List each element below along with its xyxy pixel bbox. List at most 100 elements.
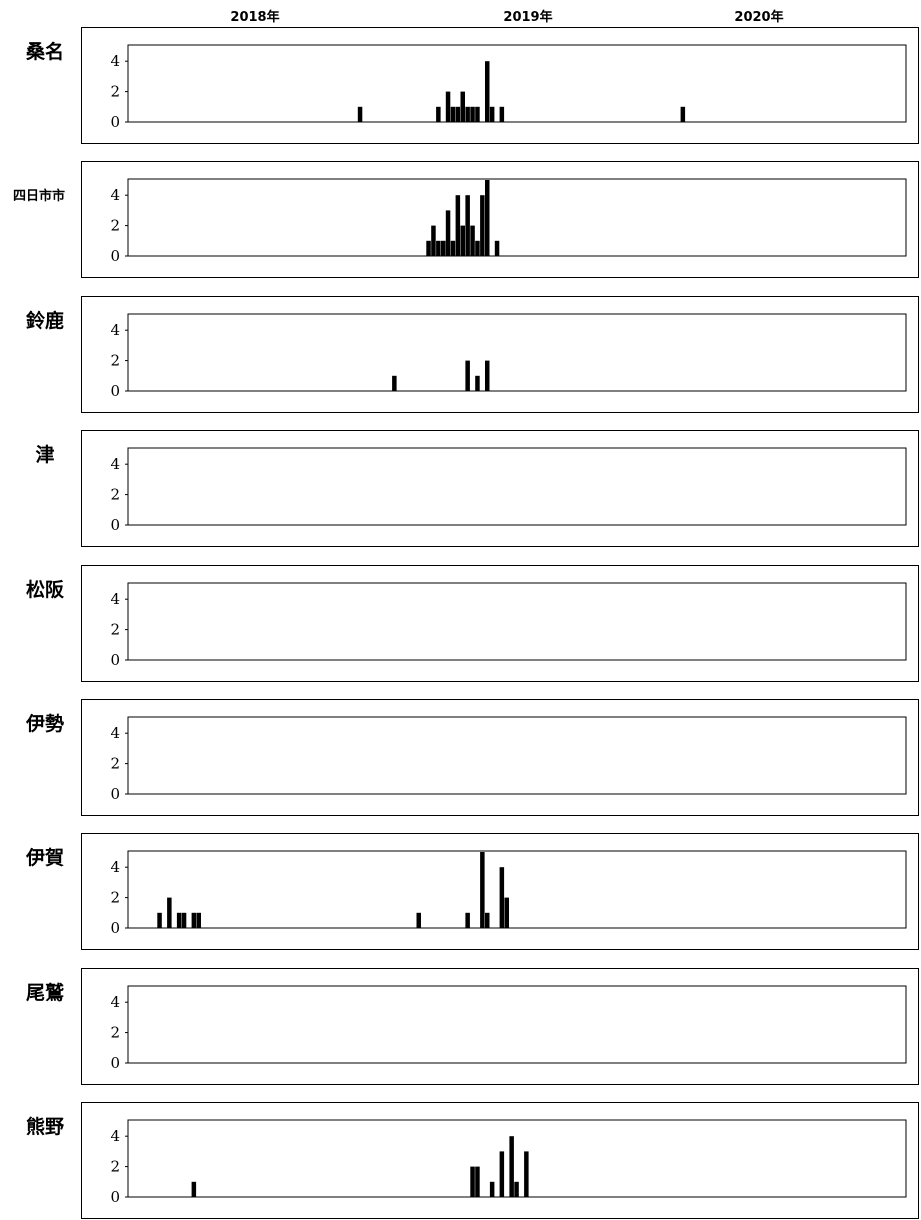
y-tick-label: 2	[110, 486, 120, 504]
bar	[485, 912, 490, 928]
region-panel: 0 2 4	[81, 296, 919, 413]
region-label: 鈴鹿	[25, 310, 64, 332]
y-tick-label: 0	[110, 113, 120, 131]
bar	[485, 61, 490, 122]
bar-plot: 0 2 4	[110, 1119, 907, 1206]
bar	[431, 225, 436, 256]
bar-plot: 0 2 4	[110, 716, 907, 803]
bar	[460, 91, 465, 122]
region-panel: 0 2 4	[81, 161, 919, 278]
bar	[480, 195, 485, 256]
plot-frame	[127, 850, 907, 929]
region-panel: 0 2 4	[81, 27, 919, 144]
bar	[480, 852, 485, 928]
bar	[470, 1166, 475, 1197]
y-tick-label: 2	[110, 621, 120, 639]
y-tick-label: 4	[110, 186, 120, 204]
plot-frame	[127, 447, 907, 526]
plot-frame	[127, 582, 907, 661]
bar	[504, 897, 509, 928]
region-label: 熊野	[25, 1116, 64, 1138]
region-label: 津	[35, 444, 55, 466]
region-panel: 0 2 4	[81, 968, 919, 1085]
bar	[445, 210, 451, 256]
year-label: 2020年	[734, 10, 784, 25]
bar-plot: 0 2 4	[110, 582, 907, 669]
bar	[455, 195, 461, 256]
bar-plot: 0 2 4	[110, 447, 907, 534]
y-tick-label: 2	[110, 1158, 120, 1176]
region-panel: 0 2 4	[81, 699, 919, 816]
bar	[465, 360, 470, 391]
bar-plot: 0 2 4	[110, 178, 907, 265]
bar	[489, 1181, 495, 1197]
region-panel: 0 2 4	[81, 430, 919, 547]
region-label: 伊勢	[25, 713, 64, 735]
y-tick-label: 2	[110, 755, 120, 773]
y-tick-label: 4	[110, 993, 120, 1011]
bar-plot: 0 2 4	[110, 850, 907, 937]
bar	[191, 912, 197, 928]
bar	[499, 1151, 505, 1197]
bar	[196, 912, 201, 928]
y-tick-label: 0	[110, 382, 120, 400]
y-tick-label: 2	[110, 352, 120, 370]
bar	[499, 106, 505, 122]
region-label: 尾鷲	[25, 982, 64, 1004]
region-panel: 0 2 4	[81, 565, 919, 682]
y-tick-label: 4	[110, 321, 120, 339]
y-tick-label: 4	[110, 455, 120, 473]
y-tick-label: 4	[110, 590, 120, 608]
bar	[181, 912, 187, 928]
bar	[509, 1136, 514, 1197]
bar	[450, 106, 456, 122]
y-tick-label: 0	[110, 1054, 120, 1072]
y-tick-label: 0	[110, 919, 120, 937]
bar	[357, 106, 363, 122]
bar	[475, 1166, 480, 1197]
bar	[475, 106, 480, 122]
bar-plot: 0 2 4	[110, 44, 907, 131]
plot-frame	[127, 178, 907, 257]
y-tick-label: 4	[110, 724, 120, 742]
bar	[475, 375, 480, 391]
bar	[157, 912, 162, 928]
y-tick-label: 4	[110, 52, 120, 70]
bar	[485, 360, 490, 391]
region-label: 松阪	[25, 579, 64, 601]
bar	[475, 240, 480, 256]
bar	[450, 240, 456, 256]
bar	[191, 1181, 197, 1197]
bar	[176, 912, 182, 928]
bar	[441, 240, 446, 256]
y-tick-label: 0	[110, 1188, 120, 1206]
y-tick-label: 4	[110, 858, 120, 876]
region-label: 四日市市	[12, 189, 65, 204]
bar	[167, 897, 172, 928]
bar	[485, 180, 490, 256]
bar	[436, 240, 441, 256]
bar	[465, 912, 470, 928]
bar	[489, 106, 495, 122]
bar	[465, 195, 470, 256]
bar	[470, 106, 475, 122]
y-tick-label: 0	[110, 785, 120, 803]
bar	[494, 240, 500, 256]
y-tick-label: 0	[110, 651, 120, 669]
bar	[416, 912, 421, 928]
bar	[499, 867, 505, 928]
y-tick-label: 2	[110, 1024, 120, 1042]
y-tick-label: 2	[110, 889, 120, 907]
region-label: 伊賀	[25, 847, 64, 869]
bar	[436, 106, 441, 122]
region-panel: 0 2 4	[81, 833, 919, 950]
y-tick-label: 4	[110, 1127, 120, 1145]
plot-frame	[127, 313, 907, 392]
bar	[465, 106, 470, 122]
region-label: 桑名	[25, 41, 64, 63]
bar	[426, 240, 431, 256]
year-label: 2019年	[503, 10, 553, 25]
bar	[455, 106, 461, 122]
plot-frame	[127, 985, 907, 1064]
y-tick-label: 2	[110, 83, 120, 101]
